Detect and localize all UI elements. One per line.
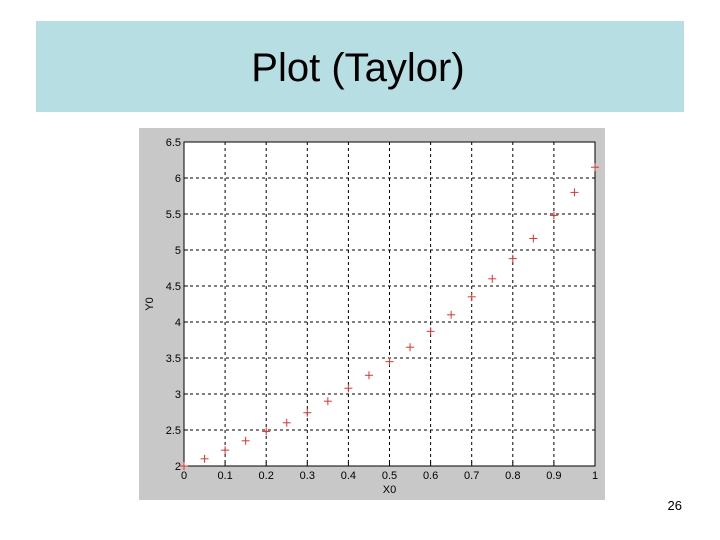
data-point [488,274,497,283]
data-point [570,188,579,197]
slide-title: Plot (Taylor) [251,46,465,90]
data-point [221,446,230,455]
axes-box [183,141,596,467]
data-point [344,384,353,393]
x-tick-label: 0.5 [382,470,397,482]
data-point [426,327,435,336]
y-tick-label: 6 [175,173,181,185]
data-point [447,310,456,319]
data-point [262,427,271,436]
x-tick-label: 0.6 [423,470,438,482]
data-point [406,343,415,352]
y-tick-label: 5 [175,245,181,257]
data-point [200,454,209,463]
data-point [180,462,188,470]
data-point [508,254,517,263]
data-point [385,357,394,366]
x-tick-label: 0.8 [505,470,520,482]
y-tick-label: 6.5 [166,137,181,149]
figure-window: 0 0.1 0.2 0.3 0.4 0.5 0.6 0.7 0.8 0.9 1 2 2.5 3 3.5 4 4.… [139,128,605,500]
slide-title-banner: Plot (Taylor) [36,21,684,112]
x-tick-label: 0.3 [300,470,315,482]
page-number: 26 [667,498,682,513]
y-tick-label: 4.5 [166,281,181,293]
data-point [549,211,558,220]
data-point [529,234,538,243]
scatter-chart: 0 0.1 0.2 0.3 0.4 0.5 0.6 0.7 0.8 0.9 1 2 2.5 3 3.5 4 4.… [144,137,599,496]
x-tick-label: 0.1 [217,470,232,482]
y-tick-label: 5.5 [166,209,181,221]
data-point [282,418,291,427]
y-tick-label: 2.5 [166,425,181,437]
x-tick-label: 0.2 [259,470,274,482]
x-tick-label: 0.7 [464,470,479,482]
data-point [591,163,599,172]
y-tick-label: 3 [175,389,181,401]
x-axis-label: X0 [383,484,396,496]
x-tick-label: 1 [592,470,598,482]
y-tick-label: 3.5 [166,353,181,365]
data-point [241,436,250,445]
x-tick-label: 0.4 [341,470,356,482]
y-tick-label: 4 [175,317,181,329]
data-point [364,371,373,380]
data-point [323,397,332,406]
x-tick-label: 0.9 [546,470,561,482]
x-tick-label: 0 [181,470,187,482]
data-point [303,408,312,417]
y-axis-label: Y0 [144,297,156,310]
y-tick-label: 2 [175,461,181,473]
data-point [467,292,476,301]
